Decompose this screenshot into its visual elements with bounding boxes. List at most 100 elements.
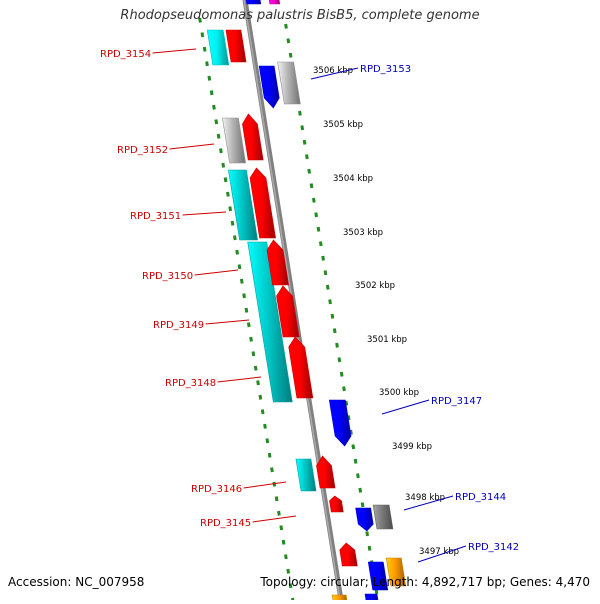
gene-feature-cyan	[295, 458, 317, 492]
kbp-label: 3504 kbp	[333, 174, 373, 184]
gene-feature-cyan	[247, 241, 293, 403]
right-track-tick	[309, 183, 314, 189]
gene-leader-line	[169, 143, 215, 150]
left-track-tick	[235, 249, 240, 255]
gene-label-left[interactable]: RPD_3151	[130, 211, 181, 222]
gene-feature-gray	[277, 61, 301, 105]
gene-label-left[interactable]: RPD_3154	[100, 49, 151, 60]
gene-feature-red	[288, 336, 314, 399]
gene-feature-orange	[385, 557, 407, 587]
left-track-tick	[207, 75, 212, 81]
gene-leader-line	[243, 481, 287, 489]
kbp-label: 3502 kbp	[355, 281, 395, 291]
gene-feature-blue	[258, 65, 280, 109]
gene-feature-blue	[367, 561, 389, 591]
right-track-tick	[314, 212, 319, 218]
gene-label-right[interactable]: RPD_3147	[431, 396, 482, 407]
gene-feature-red	[276, 285, 300, 338]
left-track-tick	[288, 583, 293, 589]
kbp-label: 3498 kbp	[405, 493, 445, 503]
left-track-tick	[223, 177, 228, 183]
left-track-tick	[270, 467, 274, 473]
gene-leader-line	[194, 269, 239, 276]
left-track-tick	[249, 336, 253, 342]
left-track-tick	[256, 380, 260, 386]
gene-leader-line	[417, 545, 467, 563]
right-track-tick	[311, 197, 316, 203]
gene-label-left[interactable]: RPD_3150	[142, 271, 193, 282]
left-track-tick	[202, 46, 207, 52]
left-track-tick	[260, 409, 265, 415]
left-track-tick	[251, 351, 256, 357]
gene-label-right[interactable]: RPD_3153	[360, 64, 411, 75]
left-track-tick	[216, 133, 221, 139]
gene-feature-red	[249, 167, 276, 239]
kbp-label: 3497 kbp	[419, 547, 459, 557]
left-track-tick	[209, 90, 214, 96]
right-track-tick	[284, 23, 288, 29]
gene-label-left[interactable]: RPD_3145	[200, 518, 251, 529]
gene-feature-blue	[245, 0, 262, 5]
gene-label-left[interactable]: RPD_3148	[165, 378, 216, 389]
right-track-tick	[321, 255, 325, 261]
gene-feature-magenta	[268, 0, 281, 5]
gene-leader-line	[217, 376, 262, 383]
right-track-tick	[356, 473, 360, 479]
left-track-tick	[237, 264, 242, 270]
right-track-tick	[344, 400, 349, 406]
tick-marks	[198, 17, 379, 603]
left-track-tick	[244, 307, 249, 313]
left-track-tick	[198, 17, 202, 23]
gene-label-left[interactable]: RPD_3149	[153, 320, 204, 331]
kbp-label: 3500 kbp	[379, 388, 419, 398]
gene-leader-line	[403, 495, 454, 511]
right-track-tick	[358, 487, 363, 493]
left-track-tick	[263, 423, 267, 429]
gene-label-left[interactable]: RPD_3146	[191, 484, 242, 495]
genome-summary-text: Topology: circular; Length: 4,892,717 bp…	[260, 575, 590, 589]
right-track-tick	[367, 545, 372, 551]
right-track-tick	[365, 531, 370, 537]
right-track-tick	[328, 299, 332, 305]
left-track-tick	[277, 510, 281, 516]
right-track-tick	[300, 125, 305, 131]
gene-labels[interactable]: RPD_3154 RPD_3152 RPD_3151 RPD_3150 RPD_3149…	[100, 48, 519, 563]
left-track-tick	[219, 148, 223, 154]
right-track-tick	[323, 270, 328, 276]
gene-feature-red	[339, 542, 358, 567]
gene-leader-line	[310, 67, 359, 80]
genome-title: Rhodopseudomonas palustris BisB5, comple…	[120, 8, 480, 23]
right-track-tick	[346, 415, 351, 421]
right-track-tick	[288, 52, 293, 58]
gene-feature-cyan	[228, 169, 258, 241]
gene-label-right[interactable]: RPD_3144	[455, 492, 506, 503]
gene-label-left[interactable]: RPD_3152	[117, 145, 168, 156]
gene-label-right[interactable]: RPD_3142	[468, 542, 519, 553]
left-track-tick	[286, 568, 291, 574]
right-track-tick	[298, 110, 302, 116]
left-track-tick	[200, 32, 205, 38]
gene-feature-red	[316, 455, 336, 489]
kbp-label: 3499 kbp	[392, 442, 432, 452]
right-track-tick	[286, 38, 291, 44]
left-track-tick	[258, 394, 263, 400]
left-track-tick	[284, 554, 288, 560]
gene-feature-red	[242, 113, 264, 161]
gene-features	[206, 0, 407, 604]
left-track-tick	[242, 293, 246, 299]
right-track-tick	[349, 429, 353, 435]
left-track-tick	[228, 206, 233, 212]
gene-leader-line	[252, 515, 297, 523]
gene-leader-line	[152, 48, 197, 54]
kbp-label: 3503 kbp	[343, 228, 383, 238]
right-track-tick	[316, 226, 321, 232]
gene-feature-gray	[222, 117, 246, 164]
kbp-label: 3506 kbp	[313, 66, 353, 76]
left-track-tick	[221, 162, 226, 168]
left-track-tick	[232, 235, 237, 241]
gene-feature-orange	[331, 594, 348, 604]
gene-feature-cyan_light	[206, 29, 230, 66]
gene-feature-red	[225, 29, 247, 63]
gene-leader-line	[182, 211, 227, 216]
